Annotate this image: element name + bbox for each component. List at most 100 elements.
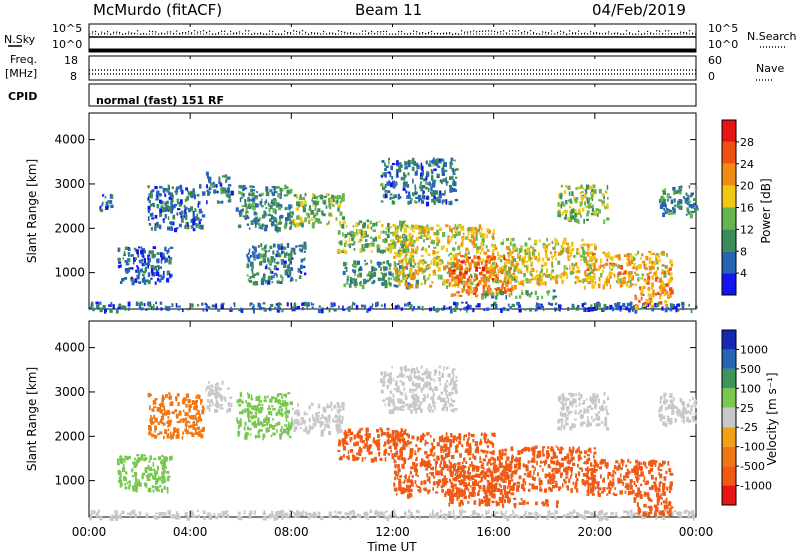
velocity-cell (404, 395, 408, 401)
power-cell (457, 224, 460, 227)
power-cell (394, 227, 398, 231)
velocity-cell (411, 474, 414, 477)
power-cell (492, 237, 495, 240)
power-cell (271, 192, 276, 196)
velocity-cell (453, 515, 457, 520)
power-cell (451, 263, 454, 269)
power-cell (666, 198, 669, 202)
power-cell (495, 295, 498, 300)
power-cell (387, 243, 392, 247)
velocity-cell (443, 404, 447, 409)
velocity-cell (430, 467, 432, 470)
velocity-cell (285, 393, 287, 398)
power-cell (358, 268, 360, 272)
velocity-cell (167, 415, 170, 419)
velocity-cell (174, 409, 178, 413)
power-cell (166, 188, 169, 193)
velocity-cell (336, 418, 339, 423)
power-cell (290, 277, 294, 281)
power-cell (181, 217, 184, 223)
power-cell (337, 204, 341, 208)
velocity-cell (440, 485, 444, 489)
power-cell (412, 178, 414, 184)
power-cell (565, 265, 567, 270)
power-cell (376, 244, 380, 249)
power-cell (258, 252, 260, 256)
velocity-cell (490, 477, 494, 482)
power-cell (598, 188, 602, 194)
power-cell (407, 200, 411, 205)
velocity-cell (310, 426, 314, 430)
velocity-cell (417, 485, 421, 488)
power-cell (554, 308, 557, 312)
velocity-cell (423, 487, 426, 491)
power-cell (460, 225, 464, 228)
velocity-cell (308, 512, 312, 518)
power-cell (436, 250, 440, 254)
power-cell (444, 190, 446, 194)
power-cell (396, 171, 399, 177)
power-cell (162, 220, 165, 224)
power-cell (192, 220, 196, 226)
power-cell (648, 296, 653, 301)
power-cell (366, 308, 369, 313)
velocity-cell (461, 444, 464, 448)
power-cell (374, 268, 378, 271)
power-cell (663, 188, 667, 191)
power-cell (432, 306, 435, 311)
power-cell (395, 230, 399, 235)
power-cell (355, 281, 358, 286)
power-cell (144, 280, 146, 285)
power-cell (121, 278, 125, 282)
power-cell (411, 166, 415, 171)
power-cell (160, 252, 163, 258)
power-cell (426, 171, 430, 176)
power-cell (221, 175, 225, 178)
velocity-cell (157, 465, 159, 471)
velocity-cell (167, 411, 171, 415)
power-cell (241, 308, 244, 314)
velocity-cell (201, 409, 205, 415)
velocity-cell (401, 381, 405, 386)
power-cell (587, 272, 590, 277)
power-cell (669, 267, 672, 271)
power-cell (527, 255, 530, 259)
velocity-cell (415, 484, 418, 487)
power-cell (650, 282, 653, 287)
power-cell (516, 262, 520, 266)
power-cell (654, 277, 658, 282)
power-cell (435, 261, 439, 267)
velocity-cell (407, 434, 410, 439)
power-cell (372, 223, 376, 227)
power-cell (445, 265, 449, 269)
velocity-cell (359, 437, 362, 443)
velocity-cell (327, 414, 331, 419)
power-cell (534, 290, 537, 296)
power-cell (551, 257, 554, 261)
power-cell (529, 307, 533, 312)
velocity-cell (255, 407, 258, 412)
power-cell (594, 268, 598, 271)
power-cell (137, 268, 140, 274)
power-cell (591, 275, 594, 280)
power-cell (127, 248, 131, 252)
power-cell (678, 206, 682, 210)
velocity-cell (443, 481, 447, 486)
power-cell (307, 214, 311, 219)
velocity-cell (305, 512, 310, 515)
power-cell (170, 221, 173, 225)
power-cell (685, 213, 688, 216)
velocity-cell (163, 485, 166, 490)
power-cell (690, 192, 694, 195)
velocity-cell (423, 393, 426, 397)
power-cell (286, 266, 290, 269)
power-cell (300, 200, 304, 206)
velocity-cell (333, 510, 336, 513)
velocity-cell (98, 509, 100, 513)
power-cell (102, 305, 106, 310)
power-cell (338, 305, 340, 308)
power-cell (479, 251, 482, 255)
velocity-cell (492, 442, 495, 445)
power-cell (536, 278, 540, 281)
velocity-cell (191, 432, 194, 435)
